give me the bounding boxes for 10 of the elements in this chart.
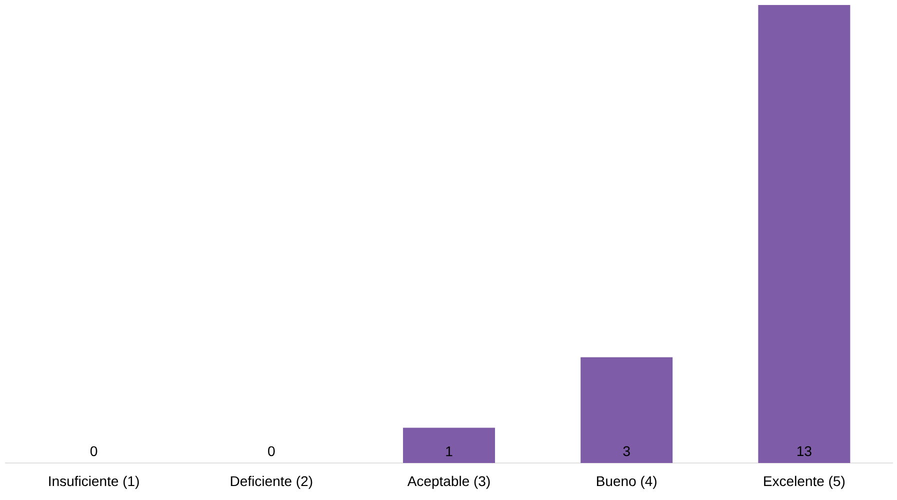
x-tick-label: Insuficiente (1) [49,476,139,489]
data-label: 13 [797,446,812,456]
data-label: 0 [268,446,275,456]
data-label: 1 [446,446,452,456]
x-tick-label: Aceptable (3) [407,476,490,489]
data-label: 3 [623,446,630,456]
x-tick-label: Deficiente (2) [230,476,312,489]
x-tick-label: Bueno (4) [597,476,656,489]
x-tick-label: Excelente (5) [764,476,845,489]
data-label: 0 [90,446,98,456]
